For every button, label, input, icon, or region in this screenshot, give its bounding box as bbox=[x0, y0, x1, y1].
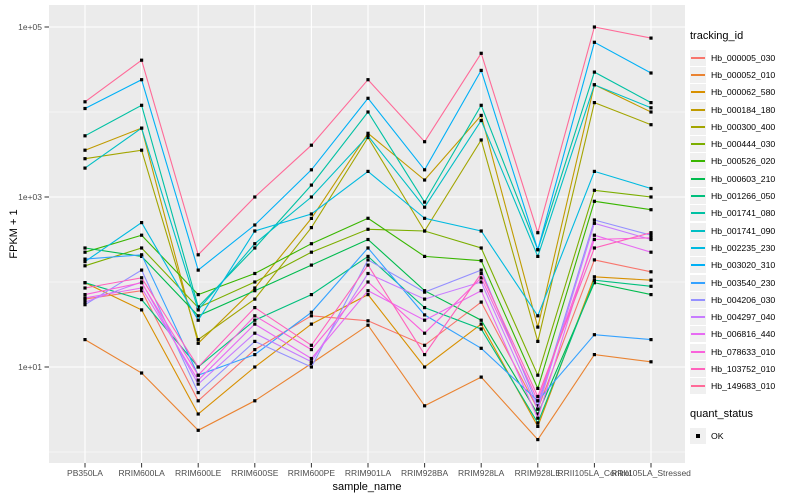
legend-key-icon bbox=[690, 257, 706, 274]
legend-item-label: Hb_000005_030 bbox=[711, 52, 776, 63]
legend-item-Hb_103752_010: Hb_103752_010 bbox=[690, 360, 800, 377]
legend-item-Hb_000603_210: Hb_000603_210 bbox=[690, 170, 800, 187]
legend-item-Hb_002235_230: Hb_002235_230 bbox=[690, 239, 800, 256]
legend-key-icon bbox=[690, 188, 706, 205]
legend-item-label: Hb_003540_230 bbox=[711, 277, 776, 288]
legend-item-label: Hb_000300_400 bbox=[711, 121, 776, 132]
legend-key-icon bbox=[690, 222, 706, 239]
legend-key-icon bbox=[690, 239, 706, 256]
legend-title-tracking-id: tracking_id bbox=[690, 30, 744, 42]
y-tick-label: 1e+01 bbox=[18, 362, 42, 372]
legend-item-label: OK bbox=[711, 430, 724, 441]
legend-item-Hb_001741_080: Hb_001741_080 bbox=[690, 205, 800, 222]
series-Hb_003020_310 bbox=[83, 40, 653, 272]
legend-item-Hb_006816_440: Hb_006816_440 bbox=[690, 326, 800, 343]
legend-key-icon bbox=[690, 49, 706, 66]
x-tick-label: RRIM928LA bbox=[458, 468, 505, 478]
series-Hb_149683_010 bbox=[83, 25, 653, 257]
legend-item-Hb_000052_010: Hb_000052_010 bbox=[690, 66, 800, 83]
series-Hb_103752_010 bbox=[83, 231, 653, 399]
legend-item-label: Hb_103752_010 bbox=[711, 363, 776, 374]
legend-key-icon bbox=[690, 309, 706, 326]
legend-key-icon bbox=[690, 84, 706, 101]
x-tick-label: RRIM928LE bbox=[515, 468, 562, 478]
legend-key-icon bbox=[690, 118, 706, 135]
legend-item-Hb_000300_400: Hb_000300_400 bbox=[690, 118, 800, 135]
legend-item-label: Hb_000603_210 bbox=[711, 173, 776, 184]
legend-items: Hb_000005_030 Hb_000052_010 Hb_000062_580 H… bbox=[690, 49, 800, 395]
x-tick-label: RRIM600LE bbox=[175, 468, 222, 478]
legend-key-icon bbox=[690, 153, 706, 170]
legend-item-Hb_004297_040: Hb_004297_040 bbox=[690, 308, 800, 326]
series-Hb_001741_090 bbox=[83, 83, 653, 312]
legend-item-label: Hb_000184_180 bbox=[711, 104, 776, 115]
series-Hb_000052_010 bbox=[83, 323, 653, 442]
legend-item-label: Hb_000526_020 bbox=[711, 156, 776, 167]
legend-item-quant-ok: OK bbox=[690, 427, 800, 444]
legend-item-Hb_078633_010: Hb_078633_010 bbox=[690, 343, 800, 360]
legend-item-Hb_004206_030: Hb_004206_030 bbox=[690, 291, 800, 308]
legend-key-icon bbox=[690, 326, 706, 343]
legend: tracking_id Hb_000005_030 Hb_000052_010 Hb… bbox=[690, 30, 800, 444]
x-tick-label: RRIM600SE bbox=[231, 468, 279, 478]
x-tick-label: RRIM600PE bbox=[288, 468, 336, 478]
legend-item-Hb_000444_030: Hb_000444_030 bbox=[690, 135, 800, 153]
legend-item-Hb_003540_230: Hb_003540_230 bbox=[690, 274, 800, 291]
legend-item-Hb_000184_180: Hb_000184_180 bbox=[690, 101, 800, 118]
series-Hb_006816_440 bbox=[83, 233, 653, 420]
legend-key-icon bbox=[690, 291, 706, 308]
legend-item-Hb_000526_020: Hb_000526_020 bbox=[690, 153, 800, 170]
series-Hb_003540_230 bbox=[83, 246, 653, 403]
legend-item-Hb_001266_050: Hb_001266_050 bbox=[690, 187, 800, 205]
axis-ticks bbox=[44, 26, 652, 468]
series-Hb_000526_020 bbox=[83, 199, 653, 390]
legend-item-label: Hb_000062_580 bbox=[711, 87, 776, 98]
x-tick-label: RRIM901LA bbox=[345, 468, 392, 478]
legend-item-label: Hb_004297_040 bbox=[711, 312, 776, 323]
legend-item-label: Hb_002235_230 bbox=[711, 242, 776, 253]
legend-item-Hb_149683_010: Hb_149683_010 bbox=[690, 378, 800, 395]
legend-key-icon bbox=[690, 170, 706, 187]
legend-item-Hb_001741_090: Hb_001741_090 bbox=[690, 222, 800, 239]
legend-item-label: Hb_000444_030 bbox=[711, 139, 776, 150]
legend-item-Hb_000005_030: Hb_000005_030 bbox=[690, 49, 800, 66]
legend-item-label: Hb_003020_310 bbox=[711, 260, 776, 271]
tick-labels: 1e+01 1e+03 1e+05 PB350LA RRIM600LA RRIM600LE… bbox=[18, 22, 691, 478]
legend-item-Hb_003020_310: Hb_003020_310 bbox=[690, 257, 800, 274]
series-Hb_004206_030 bbox=[83, 218, 653, 408]
series-Hb_002235_230 bbox=[83, 169, 653, 322]
legend-item-label: Hb_001741_090 bbox=[711, 225, 776, 236]
y-tick-label: 1e+05 bbox=[18, 22, 42, 32]
legend-item-label: Hb_149683_010 bbox=[711, 381, 776, 392]
legend-key-icon bbox=[690, 274, 706, 291]
x-tick-label: RRIM928BA bbox=[401, 468, 449, 478]
legend-key-icon bbox=[690, 66, 706, 83]
legend-item-label: Hb_004206_030 bbox=[711, 294, 776, 305]
legend-key-icon bbox=[690, 101, 706, 118]
x-tick-label: RRII105LA_Stressed bbox=[611, 468, 691, 478]
y-axis-title: FPKM + 1 bbox=[8, 209, 20, 259]
quant-ok-key-icon bbox=[690, 427, 706, 444]
legend-item-label: Hb_078633_010 bbox=[711, 346, 776, 357]
legend-key-icon bbox=[690, 378, 706, 395]
legend-title-quant-status: quant_status bbox=[690, 407, 753, 420]
legend-item-label: Hb_001741_080 bbox=[711, 208, 776, 219]
x-tick-label: PB350LA bbox=[67, 468, 103, 478]
x-tick-label: RRIM600LA bbox=[118, 468, 165, 478]
x-axis-title: sample_name bbox=[332, 481, 402, 493]
legend-item-label: Hb_006816_440 bbox=[711, 329, 776, 340]
legend-key-icon bbox=[690, 205, 706, 222]
series-Hb_000300_400 bbox=[83, 101, 653, 344]
y-tick-label: 1e+03 bbox=[18, 192, 42, 202]
legend-item-label: Hb_001266_050 bbox=[711, 191, 776, 202]
legend-key-icon bbox=[690, 343, 706, 360]
legend-item-Hb_000062_580: Hb_000062_580 bbox=[690, 84, 800, 101]
x-tick-label: RRII105LA_Control bbox=[558, 468, 632, 478]
legend-item-label: Hb_000052_010 bbox=[711, 69, 776, 80]
legend-key-icon bbox=[690, 136, 706, 153]
legend-key-icon bbox=[690, 360, 706, 377]
